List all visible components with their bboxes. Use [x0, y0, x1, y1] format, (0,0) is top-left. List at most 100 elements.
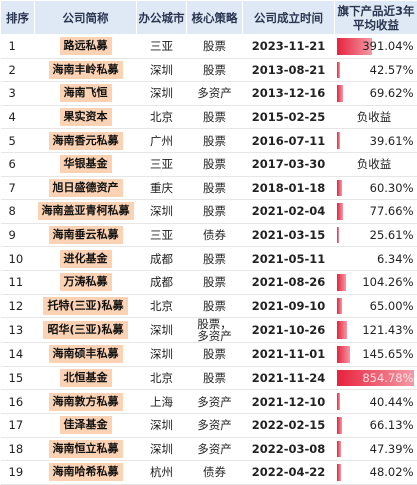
- avg-return-cell: 6.34%: [335, 247, 417, 271]
- rank-cell: 2: [1, 58, 35, 82]
- name-box: 海南硕丰私募: [49, 345, 123, 363]
- city-cell: 深圳: [137, 437, 187, 461]
- founded-date-text: 2021-08-26: [252, 275, 326, 289]
- return-text: 66.13%: [370, 418, 414, 432]
- company-name-cell: 华银基金: [35, 152, 137, 176]
- return-bar: [337, 417, 343, 434]
- founded-date-text: 2023-11-21: [252, 39, 326, 53]
- city-cell: 上海: [137, 390, 187, 414]
- strategy-text: 多资产: [197, 442, 232, 456]
- founded-date-cell: 2022-04-22: [243, 461, 335, 485]
- strategy-cell: 股票: [187, 294, 243, 318]
- city-cell: 北京: [137, 294, 187, 318]
- name-box: 进化基金: [60, 250, 112, 268]
- strategy-cell: 股票: [187, 129, 243, 153]
- avg-return-cell: 69.62%: [335, 82, 417, 106]
- rank-cell: 12: [1, 294, 35, 318]
- header-text: 核心策略: [192, 11, 238, 25]
- city-cell: 深圳: [137, 413, 187, 437]
- strategy-text: 多资产: [197, 418, 232, 432]
- avg-return-cell: 负收益: [335, 152, 417, 176]
- rank-cell: 6: [1, 152, 35, 176]
- strategy-text: 股票: [203, 204, 226, 218]
- city-text: 成都: [150, 252, 173, 266]
- strategy-text: 股票: [203, 371, 226, 385]
- city-text: 广州: [150, 134, 173, 148]
- name-box: 果实资本: [60, 108, 112, 126]
- return-text: 854.78%: [362, 371, 413, 385]
- city-cell: 北京: [137, 366, 187, 390]
- return-bar: [337, 298, 343, 315]
- avg-return-cell: 负收益: [335, 105, 417, 129]
- rank-cell: 18: [1, 437, 35, 461]
- city-text: 三亚: [150, 157, 173, 171]
- header-text: 公司简称: [63, 11, 109, 25]
- city-text: 深圳: [150, 442, 173, 456]
- strategy-text: 债券: [203, 465, 226, 479]
- rank-text: 8: [9, 204, 16, 218]
- founded-date-cell: 2021-11-24: [243, 366, 335, 390]
- city-text: 上海: [150, 395, 173, 409]
- rank-cell: 9: [1, 223, 35, 247]
- company-name-cell: 万涛私募: [35, 270, 137, 294]
- return-bar: [337, 393, 341, 410]
- company-name-cell: 北恒基金: [35, 366, 137, 390]
- rank-cell: 4: [1, 105, 35, 129]
- strategy-cell: 股票: [187, 58, 243, 82]
- strategy-cell: 股票: [187, 176, 243, 200]
- company-name-cell: 海南盖亚青柯私募: [35, 200, 137, 224]
- name-box: 路远私募: [60, 37, 112, 55]
- founded-date-cell: 2015-02-25: [243, 105, 335, 129]
- founded-date-cell: 2021-08-26: [243, 270, 335, 294]
- strategy-text: 股票: [203, 275, 226, 289]
- column-header: 旗下产品近3年平均收益: [335, 1, 417, 35]
- name-box: 旭日盛德资产: [49, 179, 123, 197]
- return-text: 104.26%: [362, 275, 413, 289]
- strategy-text: 股票: [203, 110, 226, 124]
- strategy-text: 股票: [203, 299, 226, 313]
- strategy-cell: 债券: [187, 223, 243, 247]
- founded-date-cell: 2021-03-15: [243, 223, 335, 247]
- city-text: 深圳: [150, 63, 173, 77]
- city-text: 深圳: [150, 418, 173, 432]
- rank-cell: 1: [1, 35, 35, 59]
- founded-date-text: 2022-04-22: [252, 465, 326, 479]
- rank-text: 1: [9, 39, 16, 53]
- strategy-text: 股票: [203, 252, 226, 266]
- avg-return-cell: 65.00%: [335, 294, 417, 318]
- founded-date-cell: 2022-03-08: [243, 437, 335, 461]
- company-name-cell: 海南垂云私募: [35, 223, 137, 247]
- rank-text: 16: [9, 395, 24, 409]
- avg-return-cell: 39.61%: [335, 129, 417, 153]
- name-box: 海南飞恒: [60, 84, 112, 102]
- rank-cell: 13: [1, 318, 35, 343]
- return-bar: [337, 203, 344, 220]
- rank-cell: 10: [1, 247, 35, 271]
- strategy-cell: 股票: [187, 343, 243, 367]
- founded-date-text: 2021-11-24: [252, 371, 326, 385]
- return-text: 40.44%: [370, 395, 414, 409]
- return-bar: [337, 62, 341, 79]
- company-name-cell: 海南丰岭私募: [35, 58, 137, 82]
- city-cell: 成都: [137, 270, 187, 294]
- strategy-cell: 多资产: [187, 390, 243, 414]
- return-bar: [337, 274, 346, 291]
- company-name-cell: 果实资本: [35, 105, 137, 129]
- rank-text: 11: [9, 275, 24, 289]
- name-box: 佳泽基金: [60, 416, 112, 434]
- rank-cell: 14: [1, 343, 35, 367]
- avg-return-cell: 48.02%: [335, 461, 417, 485]
- strategy-text: 股票: [203, 39, 226, 53]
- founded-date-text: 2021-03-15: [252, 228, 326, 242]
- city-text: 三亚: [150, 228, 173, 242]
- column-header: 公司成立时间: [243, 1, 335, 35]
- strategy-text: 债券: [203, 228, 226, 242]
